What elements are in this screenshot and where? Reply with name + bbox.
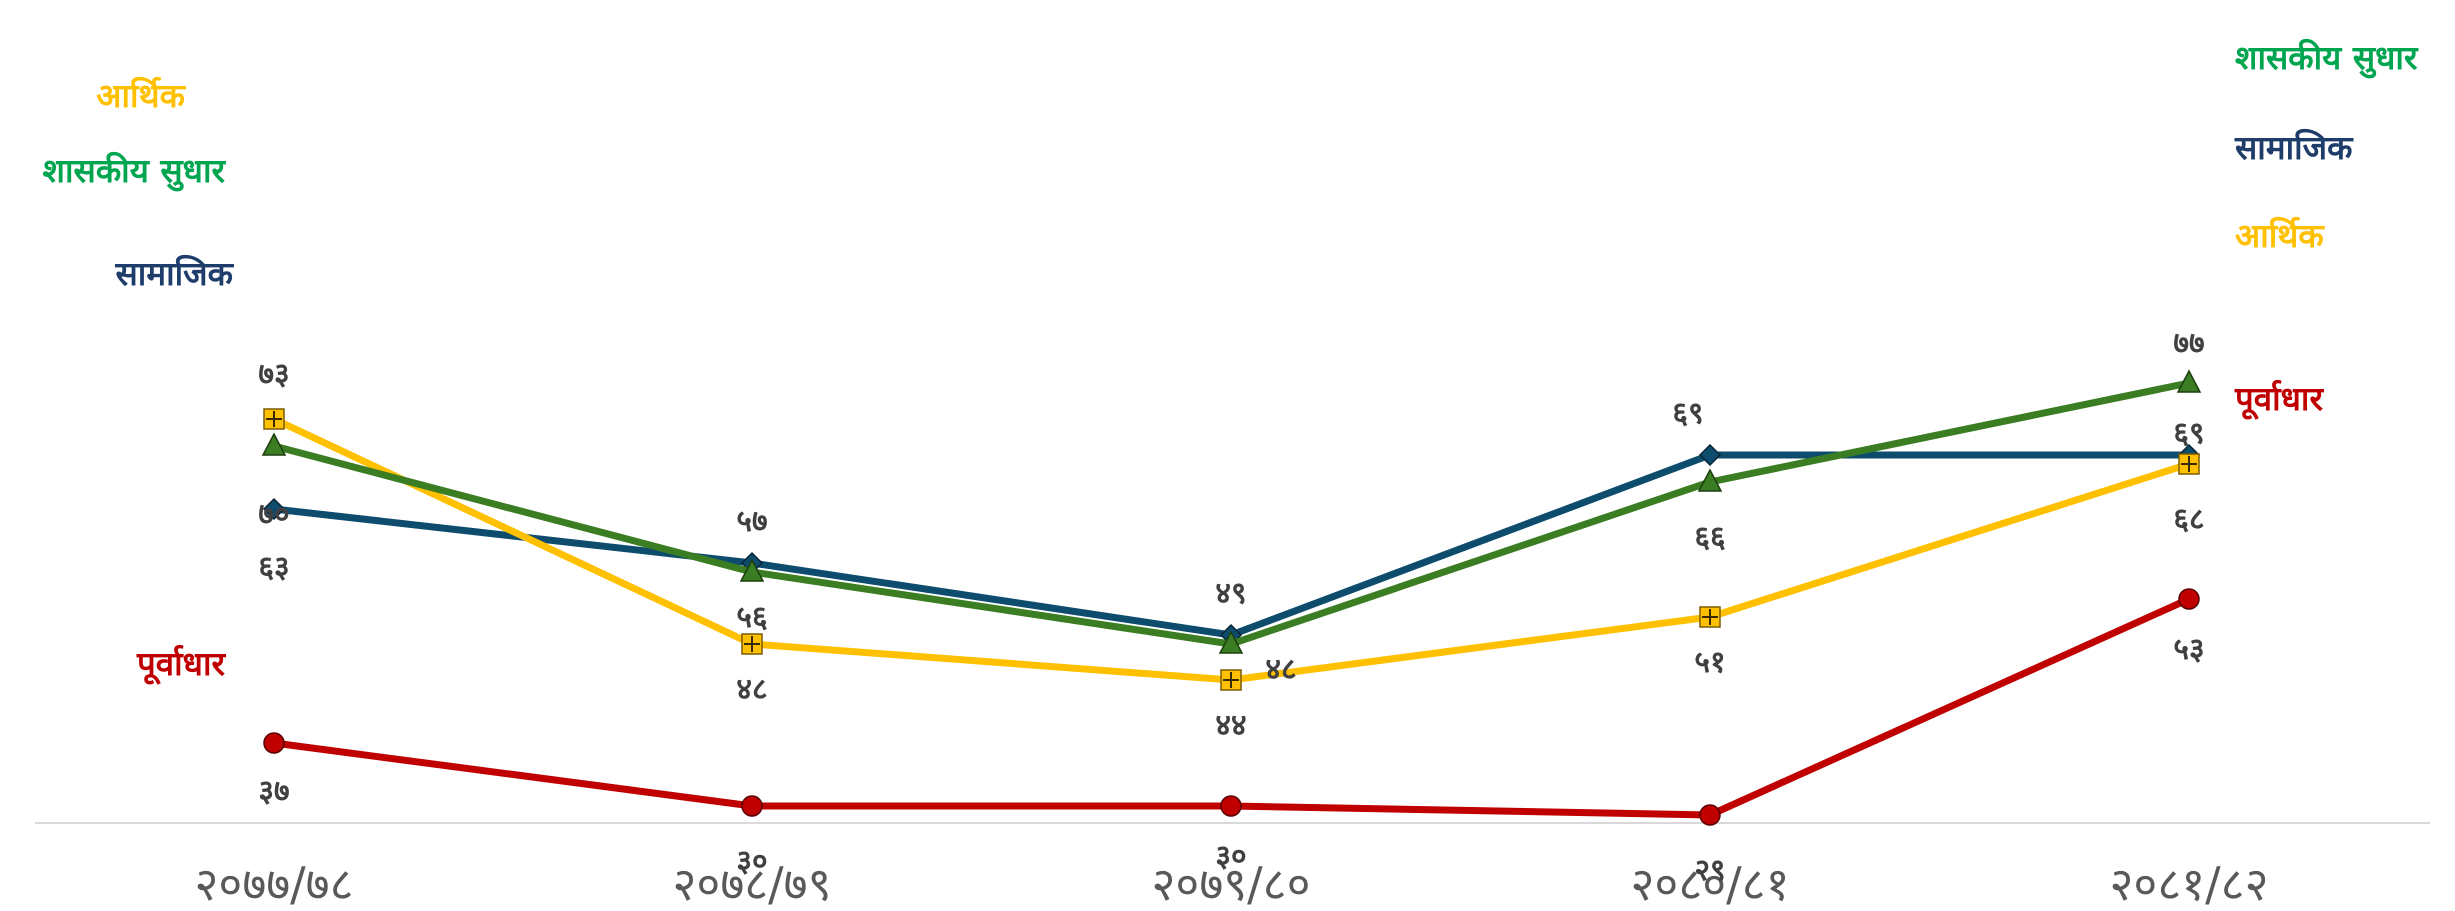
series-1 (261, 369, 2202, 654)
data-point (1698, 443, 1722, 467)
data-point (1220, 795, 1242, 817)
data-label: ४८ (736, 672, 767, 707)
data-point (262, 497, 286, 521)
series-name-label: आर्थिक (96, 76, 186, 115)
x-tick-label: २०७९/८० (1151, 857, 1310, 911)
data-point (261, 432, 287, 456)
data-label: ६६ (1694, 520, 1725, 555)
data-label: ५६ (736, 600, 767, 635)
series-name-label: पूर्वाधार (2234, 379, 2324, 420)
x-tick-label: २०८१/८२ (2109, 857, 2268, 911)
x-tick-label: २०८०/८१ (1630, 857, 1789, 911)
data-label: ७७ (2173, 326, 2204, 361)
data-point (1697, 468, 1723, 492)
data-label: ५१ (1694, 645, 1725, 680)
x-tick-labels: २०७७/७८ २०७८/७९ २०७९/८० २०८०/८१ २०८१/८२ (194, 857, 2268, 911)
data-label: ६८ (2173, 502, 2204, 537)
data-label: ४९ (1215, 576, 1246, 611)
series-name-label: सामाजिक (114, 254, 234, 293)
data-point (739, 558, 765, 582)
data-point (1699, 606, 1721, 628)
data-label: ३७ (258, 774, 289, 809)
data-label: ४४ (1215, 708, 1246, 743)
data-point (1218, 630, 1244, 654)
series-name-label: सामाजिक (2234, 128, 2354, 167)
data-point (1220, 669, 1242, 691)
data-label: ६९ (1672, 396, 1703, 431)
data-label: ७० (258, 497, 289, 532)
data-point (2178, 453, 2200, 475)
data-label: २९ (1694, 853, 1725, 888)
data-point (263, 408, 285, 430)
series-2 (262, 443, 2201, 647)
series-3 (263, 588, 2200, 826)
series-name-label: शासकीय सुधार (43, 151, 227, 192)
data-label: ५३ (2173, 632, 2204, 667)
data-point (2176, 369, 2202, 393)
series-0 (263, 408, 2200, 691)
data-label: ३० (1215, 839, 1246, 874)
x-tick-label: २०७८/७९ (672, 857, 831, 911)
series-name-label: शासकीय सुधार (2235, 38, 2419, 79)
series-layer (261, 369, 2202, 826)
data-label: ३० (736, 844, 767, 879)
data-label: ५७ (736, 504, 767, 539)
data-label: ६३ (258, 550, 289, 585)
labels-layer: ७३ ४८ ४४ ५१ ६८ आर्थिक आर्थिक ७० ५६ ४८ ६६ ७७ शासकीय स… (43, 38, 2419, 888)
x-tick-label: २०७७/७८ (194, 857, 353, 911)
data-point (741, 795, 763, 817)
series-name-label: आर्थिक (2235, 216, 2325, 255)
data-point (741, 633, 763, 655)
data-point (2178, 588, 2200, 610)
data-label: ७३ (258, 357, 289, 392)
data-label: ४८ (1265, 652, 1296, 687)
series-name-label: पूर्वाधार (136, 644, 226, 685)
data-label: ६९ (2173, 416, 2204, 451)
data-point (263, 732, 285, 754)
data-point (1699, 804, 1721, 826)
